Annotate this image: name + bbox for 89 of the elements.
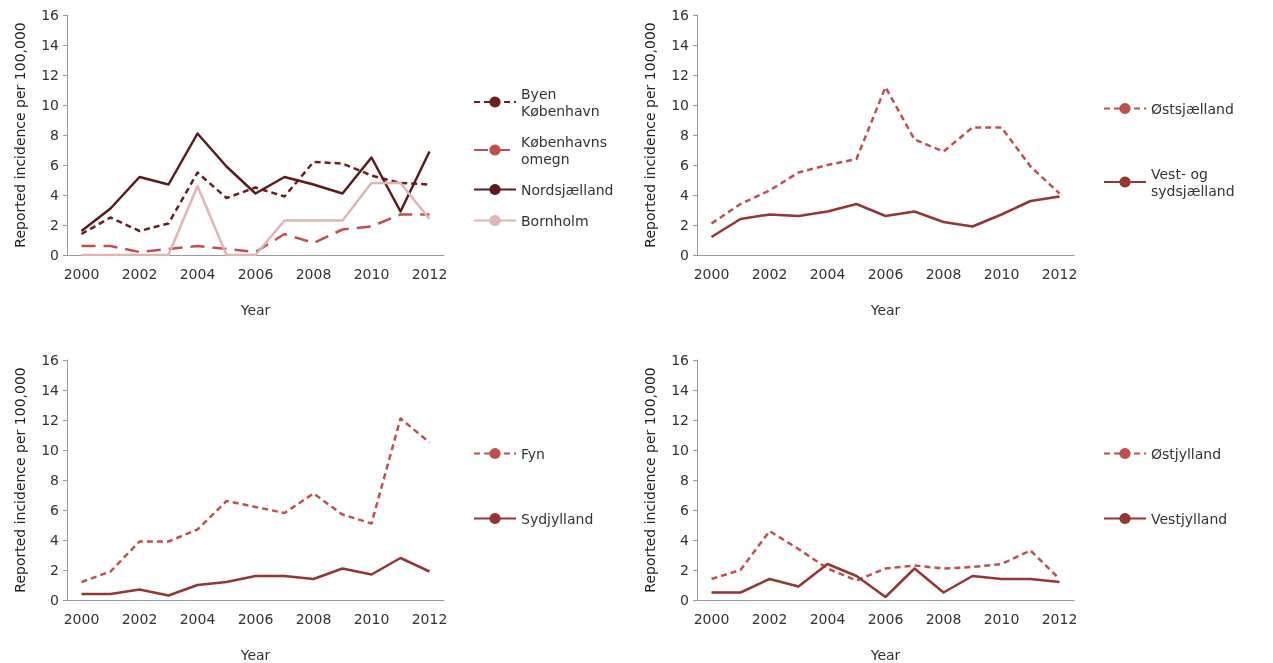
y-tick-label: 12 [41,67,59,83]
y-tick-label: 6 [680,502,690,518]
y-tick-label: 2 [50,217,59,233]
line-series [80,556,431,597]
y-tick-label: 8 [50,127,59,143]
x-tick-label: 2012 [411,266,448,282]
line-series [80,132,431,233]
y-tick-label: 2 [50,562,59,578]
x-tick-label: 2010 [983,611,1020,627]
y-tick-label: 0 [50,247,59,263]
y-tick-label: 2 [680,217,689,233]
y-axis-title: Reported incidence per 100,000 [642,367,658,593]
line-series [710,562,1061,599]
x-tick-label: 2002 [121,611,158,627]
x-tick-label: 2000 [693,611,730,627]
y-tick-label: 8 [680,127,689,143]
x-tick-label: 2006 [867,266,904,282]
x-tick-label: 2004 [809,611,846,627]
y-tick-label: 16 [671,352,690,368]
y-tick-label: 6 [50,157,60,173]
legend-label: Vest- og sydsjælland [1151,165,1235,199]
x-tick-label: 2002 [751,266,788,282]
y-tick-label: 4 [50,532,60,548]
x-tick-label: 2010 [353,611,390,627]
x-tick-label: 2010 [353,266,390,282]
x-axis-title: Year [239,647,271,663]
y-tick-label: 14 [41,382,60,398]
x-tick-label: 2000 [63,611,100,627]
y-tick-label: 10 [671,97,689,113]
x-axis-title: Year [869,302,901,318]
y-axis-title: Reported incidence per 100,000 [12,22,28,248]
legend-label: Østjylland [1151,445,1222,462]
line-series [710,85,1061,225]
legend-label: Københavns omegn [521,133,612,167]
x-tick-label: 2012 [411,611,448,627]
x-tick-label: 2006 [867,611,904,627]
y-tick-label: 6 [50,502,60,518]
line-series [80,181,431,257]
x-tick-label: 2012 [1041,611,1078,627]
line-series [80,213,431,254]
y-tick-label: 14 [671,37,690,53]
legend-label: Bornholm [521,212,589,229]
x-axis-title: Year [869,647,901,663]
y-tick-label: 10 [671,442,689,458]
x-tick-label: 2002 [751,611,788,627]
x-tick-label: 2004 [809,266,846,282]
x-tick-label: 2008 [925,266,962,282]
y-tick-label: 16 [41,352,60,368]
line-series [710,195,1061,239]
x-tick-label: 2000 [693,266,730,282]
y-tick-label: 16 [671,7,690,23]
legend-label: Fyn [521,445,545,462]
x-axis-title: Year [239,302,271,318]
x-tick-label: 2008 [295,266,332,282]
x-tick-label: 2010 [983,266,1020,282]
y-tick-label: 12 [671,67,689,83]
y-tick-label: 0 [680,247,689,263]
y-tick-label: 6 [680,157,690,173]
y-tick-label: 8 [50,472,59,488]
y-tick-label: 10 [41,97,59,113]
legend-label: Vestjylland [1151,510,1228,527]
y-tick-label: 12 [41,412,59,428]
x-tick-label: 2008 [295,611,332,627]
legend-label: Sydjylland [521,510,594,527]
y-tick-label: 8 [680,472,689,488]
legend-label: Østsjælland [1151,100,1234,117]
y-tick-label: 14 [41,37,60,53]
y-tick-label: 4 [680,532,690,548]
y-tick-label: 16 [41,7,60,23]
y-tick-label: 4 [680,187,690,203]
x-tick-label: 2008 [925,611,962,627]
legend-label: Byen København [521,85,600,119]
x-tick-label: 2004 [179,266,216,282]
x-tick-label: 2004 [179,611,216,627]
x-tick-label: 2002 [121,266,158,282]
x-tick-label: 2006 [237,266,274,282]
x-tick-label: 2012 [1041,266,1078,282]
y-tick-label: 12 [671,412,689,428]
y-tick-label: 0 [680,592,689,608]
legend-label: Nordsjælland [521,181,614,198]
x-tick-label: 2000 [63,266,100,282]
y-tick-label: 4 [50,187,60,203]
y-tick-label: 10 [41,442,59,458]
y-axis-title: Reported incidence per 100,000 [12,367,28,593]
y-axis-title: Reported incidence per 100,000 [642,22,658,248]
y-tick-label: 0 [50,592,59,608]
y-tick-label: 14 [671,382,690,398]
x-tick-label: 2006 [237,611,274,627]
y-tick-label: 2 [680,562,689,578]
